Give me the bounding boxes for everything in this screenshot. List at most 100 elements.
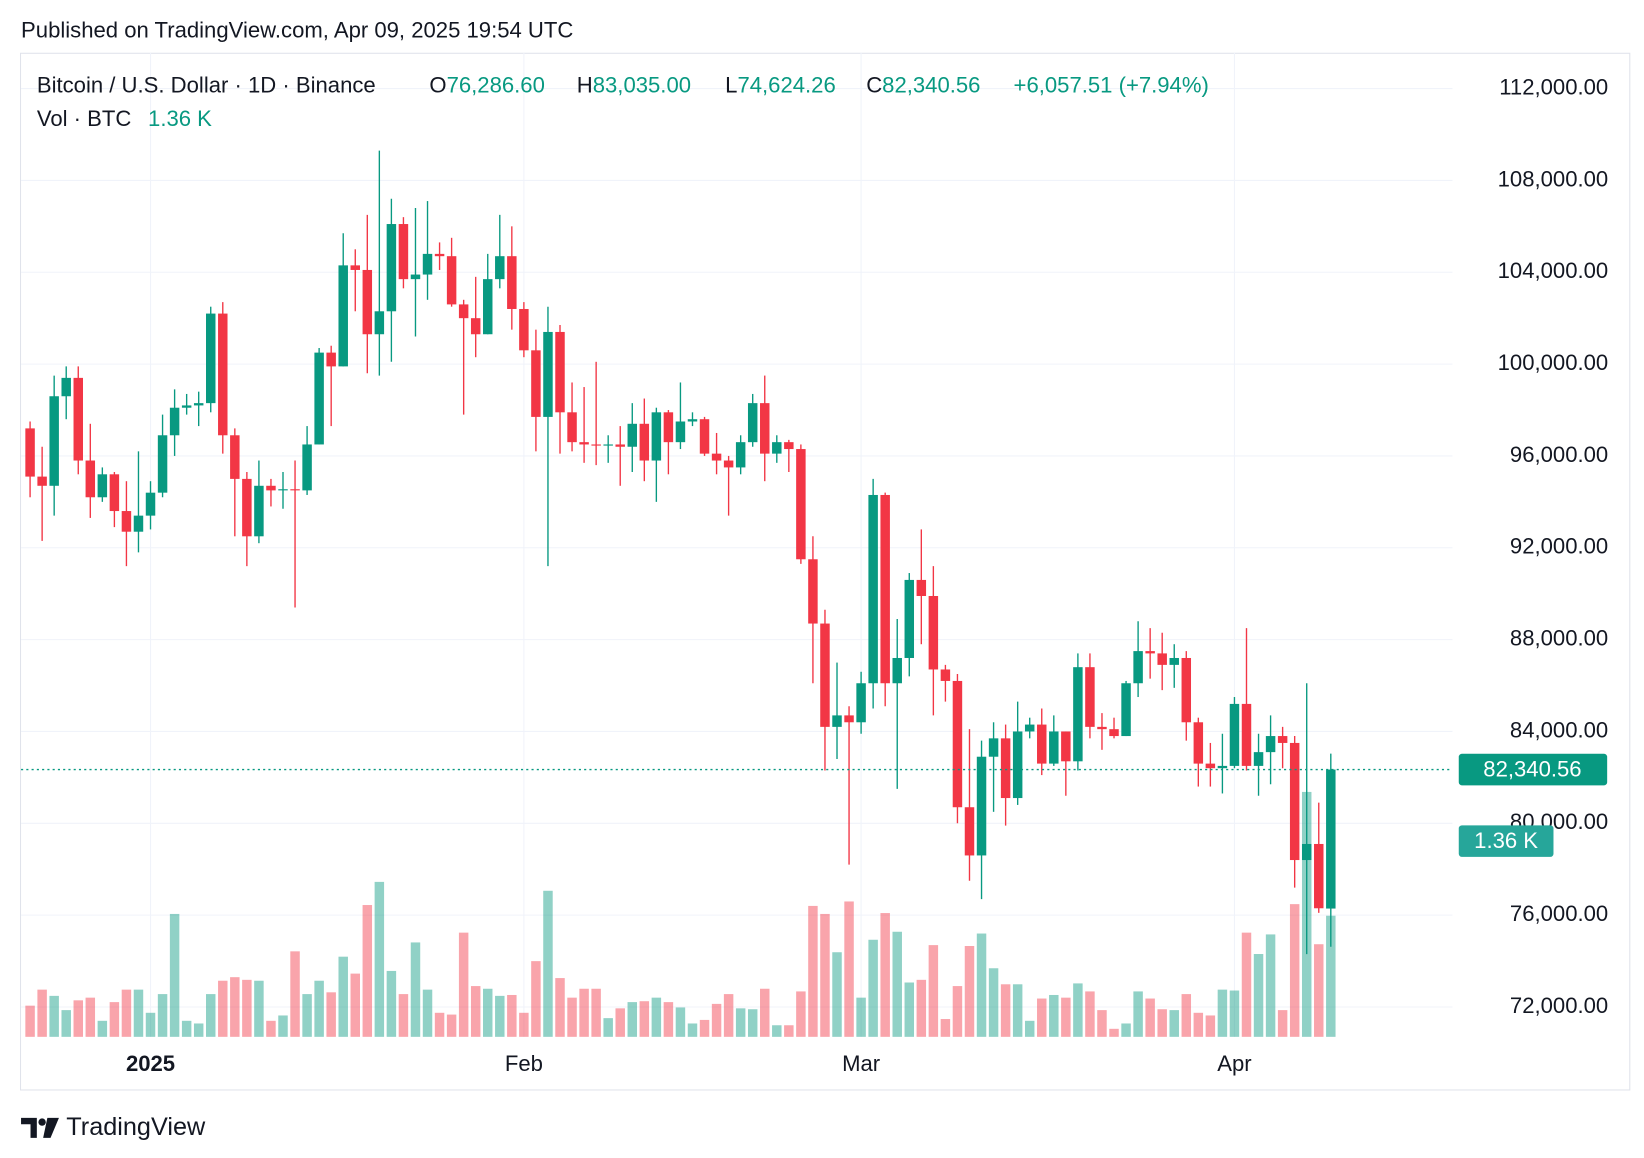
candle-body [988, 738, 999, 757]
volume-bar [808, 905, 818, 1037]
candle-body [976, 756, 987, 856]
candle-body [470, 318, 481, 335]
volume-bar [314, 980, 324, 1037]
volume-bar [1145, 998, 1155, 1037]
candle-body [675, 421, 686, 443]
candle-body [687, 419, 698, 422]
volume-bar [603, 1018, 613, 1037]
volume-bar [230, 977, 240, 1037]
volume-badge [1458, 825, 1554, 857]
volume-bar [735, 1008, 746, 1037]
candle-body [1049, 731, 1059, 764]
candle-body [735, 442, 746, 468]
volume-bar [49, 995, 59, 1037]
candle-body [458, 304, 469, 319]
volume-bar [699, 1019, 710, 1037]
volume-bar [1133, 991, 1143, 1037]
volume-bar [1012, 984, 1023, 1037]
candle-body [1109, 729, 1119, 737]
candle-body [254, 485, 264, 537]
volume-bar [531, 961, 541, 1037]
volume-bar [254, 980, 264, 1037]
volume-bar [784, 1025, 794, 1037]
volume-bar [25, 1005, 35, 1037]
candle-body [206, 313, 216, 404]
volume-bar [1024, 1020, 1035, 1037]
volume-bar [278, 1015, 288, 1037]
volume-bar [350, 973, 360, 1037]
candle-body [1193, 722, 1204, 764]
volume-bar [410, 942, 421, 1037]
volume-bar [856, 997, 866, 1037]
logo-icon [38, 1118, 46, 1126]
candle-body [1217, 765, 1228, 769]
candle-body [1133, 651, 1143, 684]
x-tick-label: Apr [1217, 1051, 1251, 1076]
volume-bar [458, 932, 469, 1037]
candle-body [1024, 724, 1035, 732]
volume-bar [555, 978, 565, 1037]
volume-bar [206, 994, 216, 1037]
volume-bar [302, 994, 312, 1037]
candle-body [1181, 657, 1192, 723]
volume-bar [157, 994, 168, 1037]
candle-body [193, 403, 204, 406]
candle-body [133, 515, 144, 532]
logo-icon [21, 1117, 37, 1138]
candle-body [1145, 651, 1155, 654]
volume-bar [627, 1002, 638, 1037]
candle-body [615, 444, 625, 447]
legend-value: 74,624.26 [737, 72, 835, 97]
candle-body [1277, 736, 1288, 743]
candle-body [844, 715, 854, 723]
legend-key: H [577, 72, 593, 97]
volume-bar [374, 881, 385, 1037]
candle-body [1037, 724, 1047, 764]
candle-body [952, 680, 963, 808]
candle-body [302, 444, 312, 491]
logo-icon [43, 1117, 59, 1138]
candle-body [326, 352, 336, 367]
y-tick-label: 104,000.00 [1498, 258, 1609, 283]
candle-body [1253, 752, 1264, 766]
volume-bar [796, 991, 806, 1037]
volume-bar [723, 994, 734, 1037]
volume-bar [61, 1010, 71, 1037]
volume-bar [181, 1020, 192, 1037]
volume-bar [615, 1008, 625, 1037]
volume-value: 1.36 K [148, 106, 212, 131]
candle-body [723, 460, 734, 468]
x-tick-label: 2025 [126, 1051, 175, 1076]
candle-body [747, 403, 758, 443]
volume-bar [470, 986, 481, 1037]
candle-body [591, 444, 601, 446]
candle-body [362, 269, 373, 335]
candle-body [37, 476, 47, 486]
volume-bar [1205, 1015, 1216, 1037]
volume-bar [338, 956, 348, 1037]
candle-body [386, 224, 397, 312]
candle-body [266, 485, 276, 491]
volume-bar [483, 988, 493, 1037]
volume-bar [121, 989, 132, 1037]
volume-bar [218, 980, 228, 1037]
published-header: Published on TradingView.com, Apr 09, 20… [21, 18, 573, 43]
candle-layer [25, 150, 1336, 955]
volume-bar [133, 989, 144, 1037]
volume-bar [928, 945, 939, 1037]
candle-body [1229, 703, 1240, 766]
volume-bar [1265, 934, 1276, 1037]
volume-bar [398, 994, 409, 1037]
last-price-label: 82,340.56 [1483, 756, 1581, 781]
candle-body [663, 412, 674, 443]
candle-body [1000, 738, 1011, 799]
candle-body [1097, 726, 1107, 730]
candle-body [916, 579, 927, 596]
candle-body [121, 511, 132, 532]
y-tick-label: 76,000.00 [1510, 901, 1608, 926]
candle-body [109, 474, 120, 512]
volume-bar [169, 913, 180, 1037]
volume-bar [1253, 954, 1264, 1037]
candle-body [1085, 667, 1095, 727]
